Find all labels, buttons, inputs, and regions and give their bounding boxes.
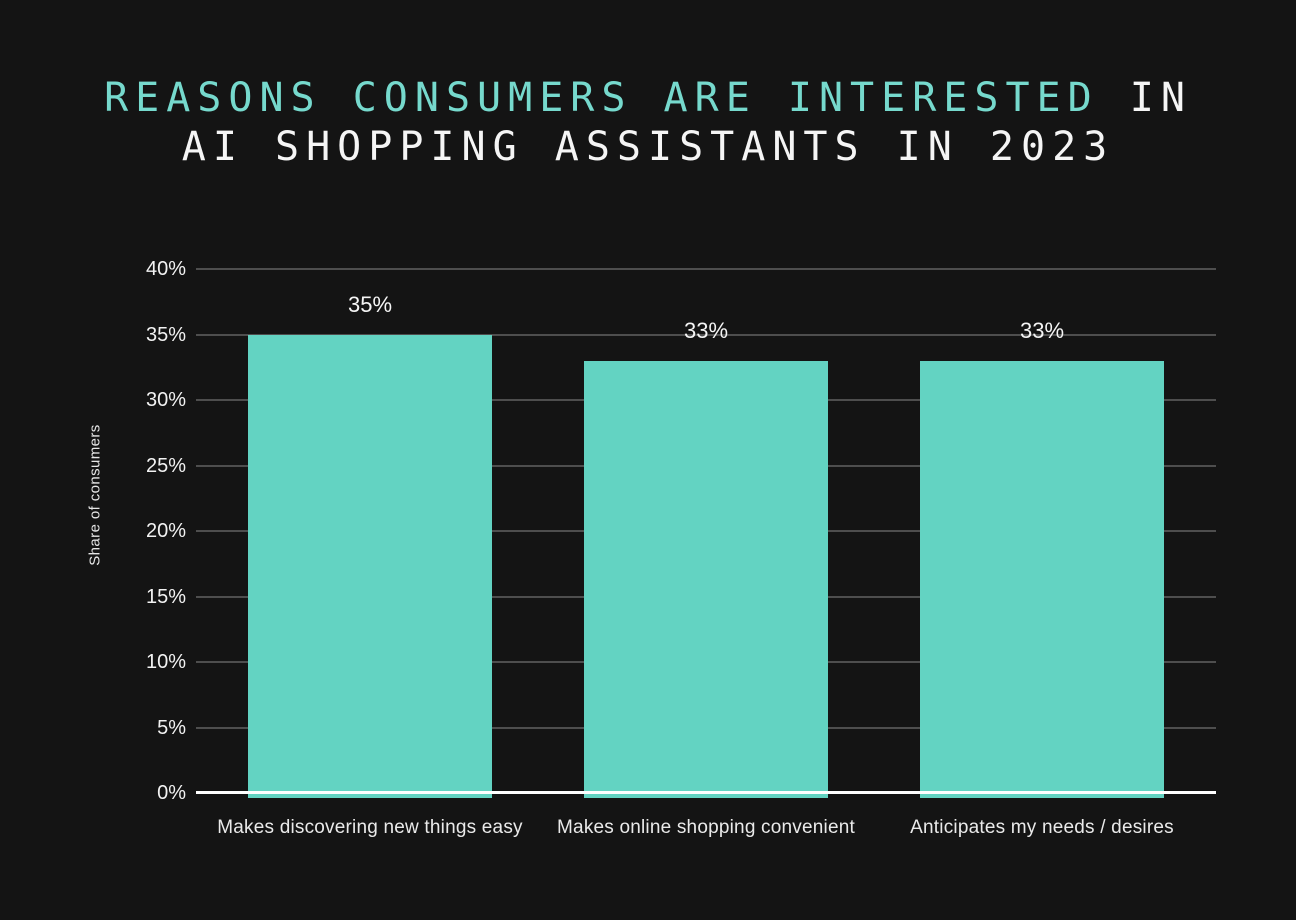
chart-title-accent-text: REASONS CONSUMERS ARE INTERESTED [104,75,1099,121]
chart-title: REASONS CONSUMERS ARE INTERESTED IN AI S… [0,74,1296,172]
y-tick-label: 10% [145,651,186,673]
chart-title-rest-text: IN [1098,75,1192,121]
y-tick-label: 25% [145,454,186,477]
bar [920,360,1164,798]
bar-value-label: 35% [347,291,393,317]
bar [248,334,492,798]
y-axis-title: Share of consumers [86,424,104,566]
bar-value-label: 33% [1019,317,1065,343]
y-tick-label: 0% [157,782,186,804]
y-tick-label: 15% [145,585,186,608]
x-category-label: Anticipates my needs / desires [910,817,1174,838]
x-category-label: Makes online shopping convenient [557,817,855,838]
x-axis-line [196,791,1216,794]
chart-title-line-2: AI SHOPPING ASSISTANTS IN 2023 [181,124,1115,170]
bar-value-label: 33% [683,317,729,343]
y-tick-label: 40% [145,258,186,280]
y-tick-label: 20% [145,520,186,542]
y-tick-label: 35% [145,323,186,346]
gridline [196,333,1216,336]
bar [584,360,828,798]
y-tick-label: 30% [145,389,186,411]
y-tick-label: 5% [157,716,186,739]
gridline [196,268,1216,270]
x-category-label: Makes discovering new things easy [217,817,523,838]
chart-title-line-1: REASONS CONSUMERS ARE INTERESTED IN [0,74,1296,123]
